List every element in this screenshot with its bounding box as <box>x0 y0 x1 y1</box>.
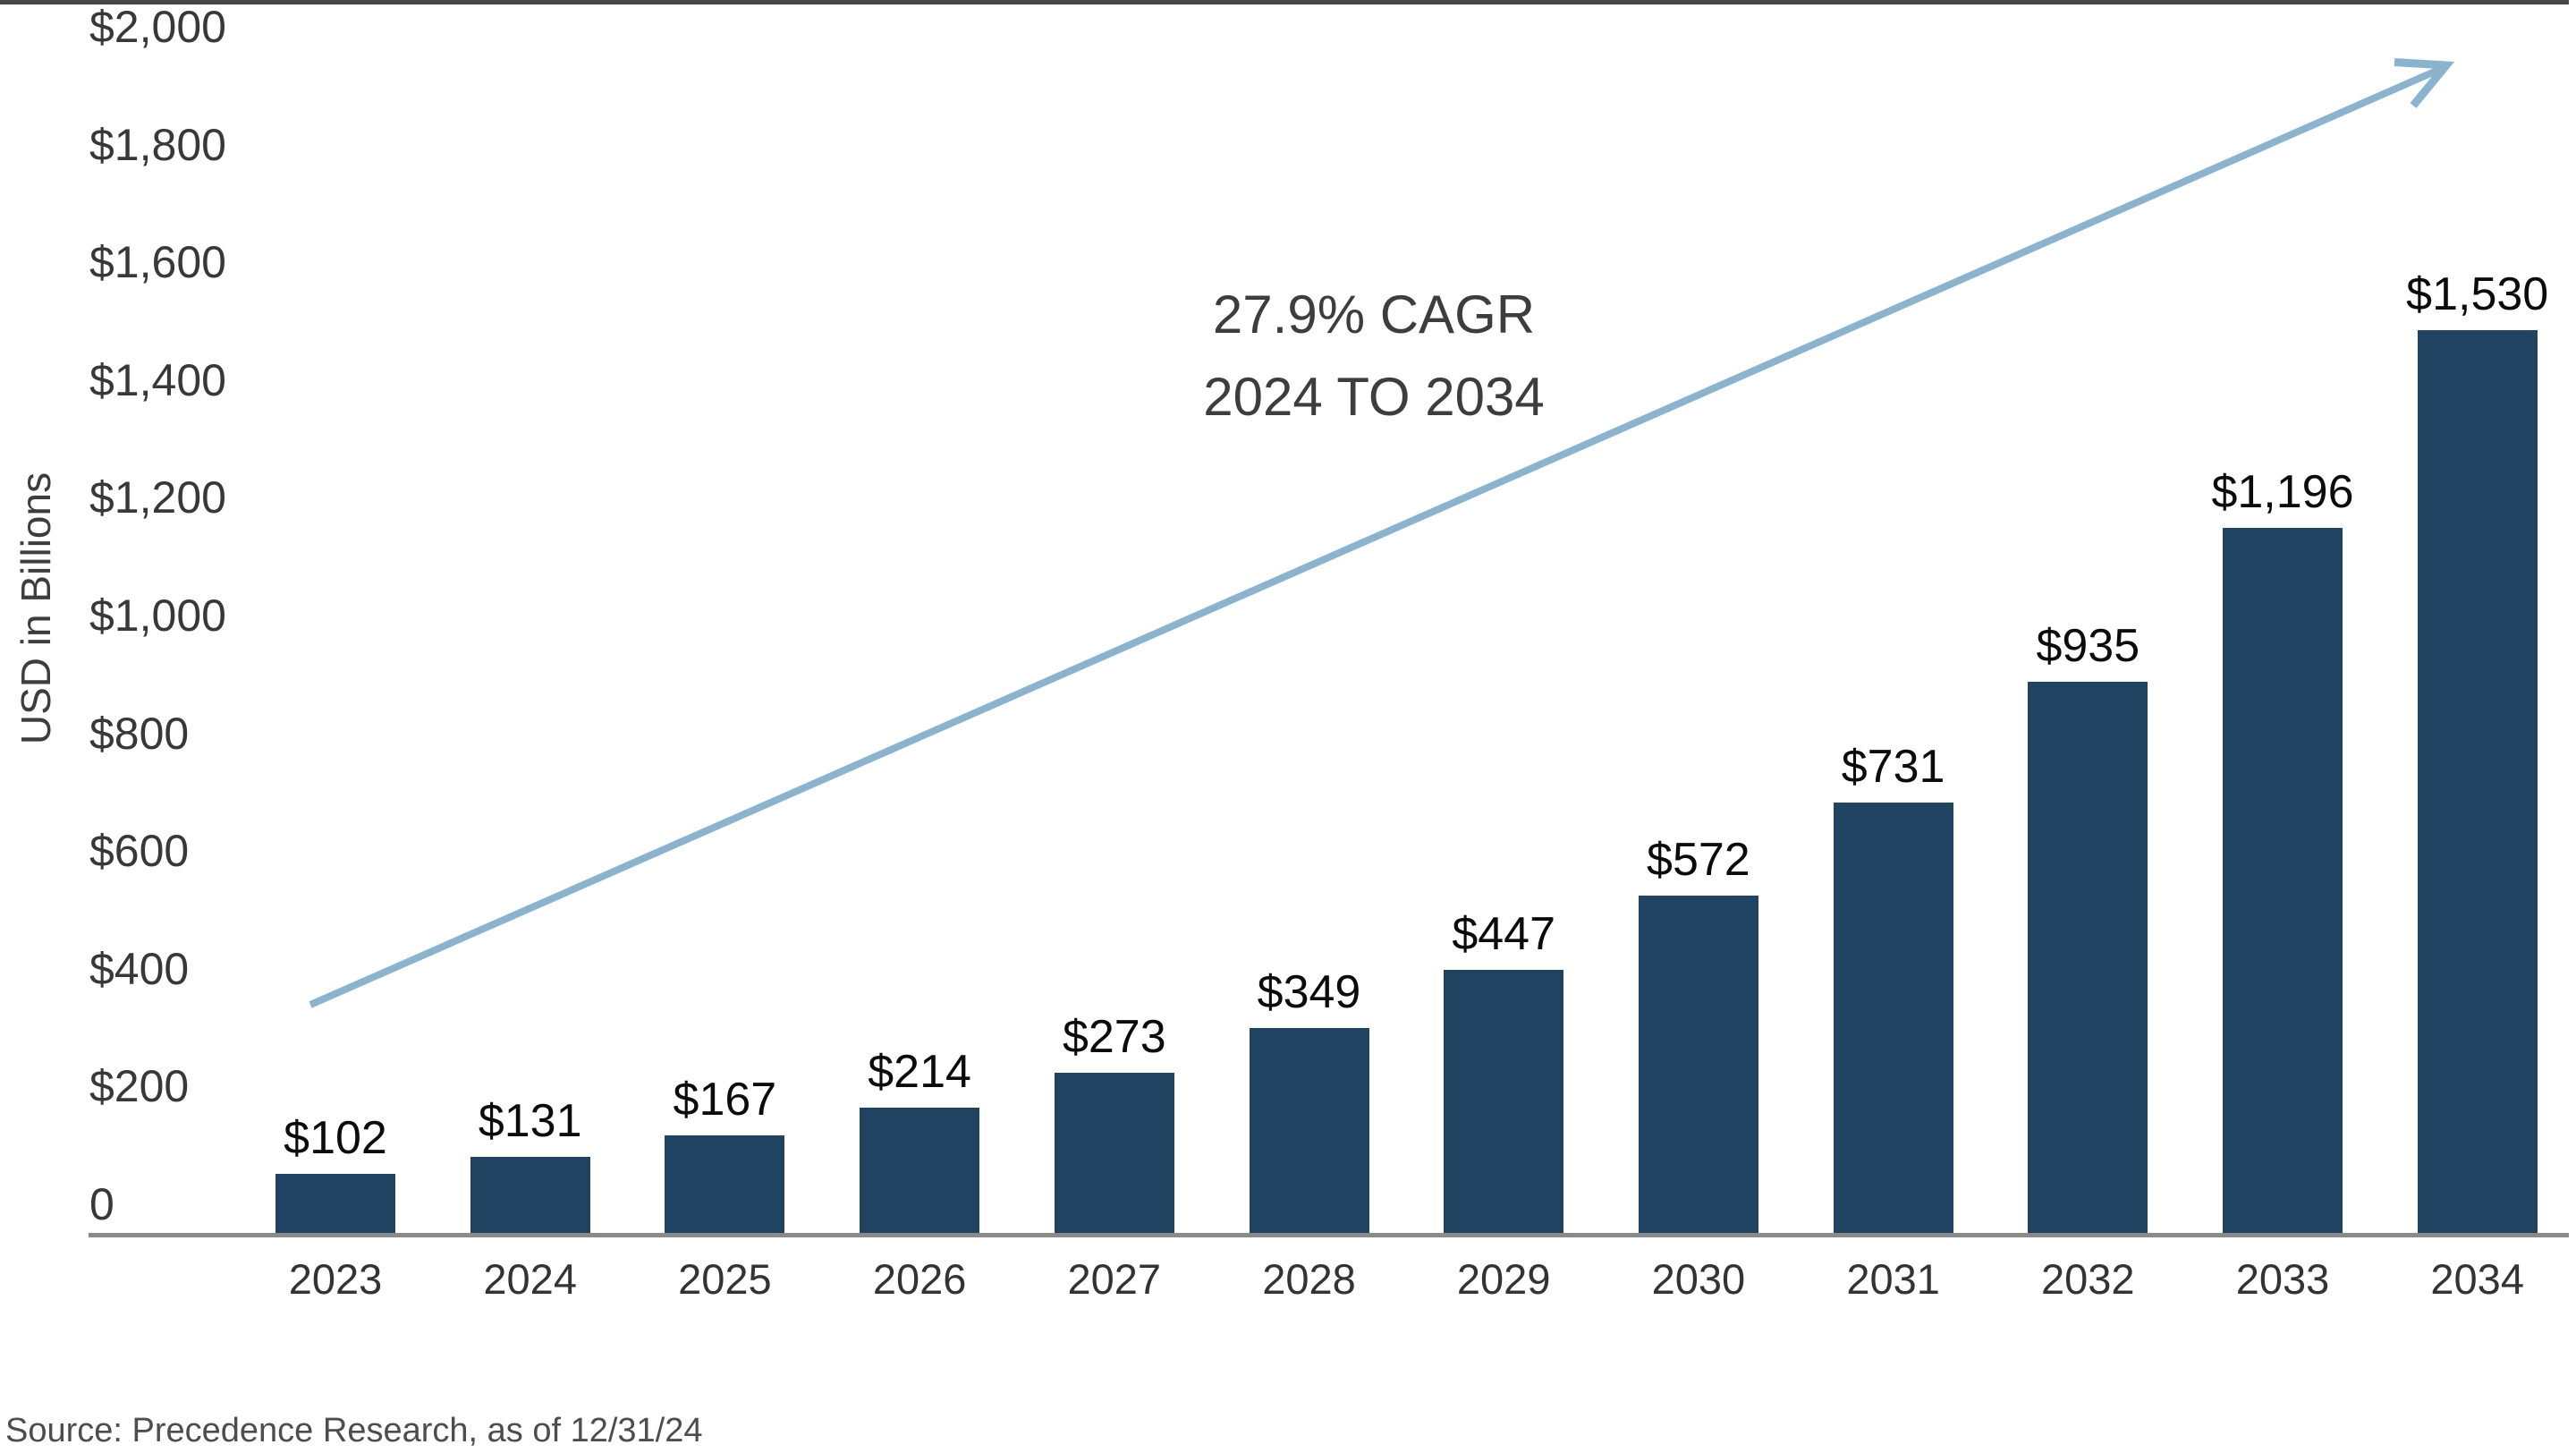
x-tick-label: 2027 <box>1067 1255 1162 1303</box>
bar-value-label: $935 <box>2036 619 2140 672</box>
bar-value-label: $273 <box>1062 1010 1166 1063</box>
bar-value-label: $572 <box>1647 834 1750 887</box>
bar-2031 <box>1833 802 1953 1234</box>
top-border-rule <box>0 0 2569 4</box>
x-tick-label: 2023 <box>288 1255 383 1303</box>
cagr-annotation-line1: 27.9% CAGR <box>1212 285 1536 344</box>
bar-value-label: $131 <box>478 1094 582 1147</box>
x-tick-label: 2032 <box>2041 1255 2135 1303</box>
y-tick-label: $1,800 <box>89 119 226 170</box>
x-tick-label: 2024 <box>483 1255 577 1303</box>
bar-2033 <box>2223 527 2343 1234</box>
bar-value-label: $349 <box>1257 965 1361 1018</box>
y-tick-label: $200 <box>89 1061 190 1112</box>
y-axis-title: USD in Billions <box>13 472 59 745</box>
bar-value-label: $1,530 <box>2406 268 2549 321</box>
bar-2027 <box>1054 1072 1174 1234</box>
y-tick-label: $400 <box>89 943 190 994</box>
x-tick-label: 2031 <box>1846 1255 1940 1303</box>
bar-value-label: $1,196 <box>2211 465 2354 518</box>
y-tick-label: $600 <box>89 826 190 877</box>
bar-2025 <box>665 1134 785 1234</box>
y-tick-label: $800 <box>89 708 190 759</box>
bar-value-label: $167 <box>673 1073 777 1126</box>
y-tick-label: $1,000 <box>89 591 226 641</box>
y-tick-label: $1,400 <box>89 354 226 405</box>
x-tick-label: 2026 <box>872 1255 967 1303</box>
cagr-annotation-line2: 2024 TO 2034 <box>1203 367 1545 427</box>
bar-2023 <box>275 1173 395 1234</box>
y-tick-label: 0 <box>89 1179 114 1229</box>
bar-value-label: $731 <box>1841 740 1945 793</box>
bar-2032 <box>2028 681 2148 1234</box>
source-note: Source: Precedence Research, as of 12/31… <box>5 1412 703 1449</box>
bar-value-label: $447 <box>1452 907 1556 960</box>
bar-2024 <box>470 1156 590 1234</box>
x-tick-label: 2025 <box>678 1255 772 1303</box>
y-tick-label: $1,600 <box>89 237 226 288</box>
y-tick-label: $2,000 <box>89 2 226 52</box>
x-tick-label: 2028 <box>1262 1255 1356 1303</box>
x-tick-label: 2029 <box>1456 1255 1551 1303</box>
y-tick-label: $1,200 <box>89 472 226 523</box>
bar-2028 <box>1249 1027 1369 1234</box>
cagr-annotation: 27.9% CAGR 2024 TO 2034 <box>1016 274 1732 438</box>
x-tick-label: 2030 <box>1651 1255 1746 1303</box>
bar-value-label: $214 <box>868 1045 971 1098</box>
bar-2029 <box>1444 969 1564 1234</box>
x-tick-label: 2034 <box>2430 1255 2524 1303</box>
x-axis-line <box>89 1233 2569 1237</box>
x-tick-label: 2033 <box>2235 1255 2330 1303</box>
bar-2034 <box>2417 330 2538 1234</box>
bar-value-label: $102 <box>284 1111 387 1164</box>
bar-2030 <box>1638 896 1758 1234</box>
bar-2026 <box>860 1107 980 1234</box>
